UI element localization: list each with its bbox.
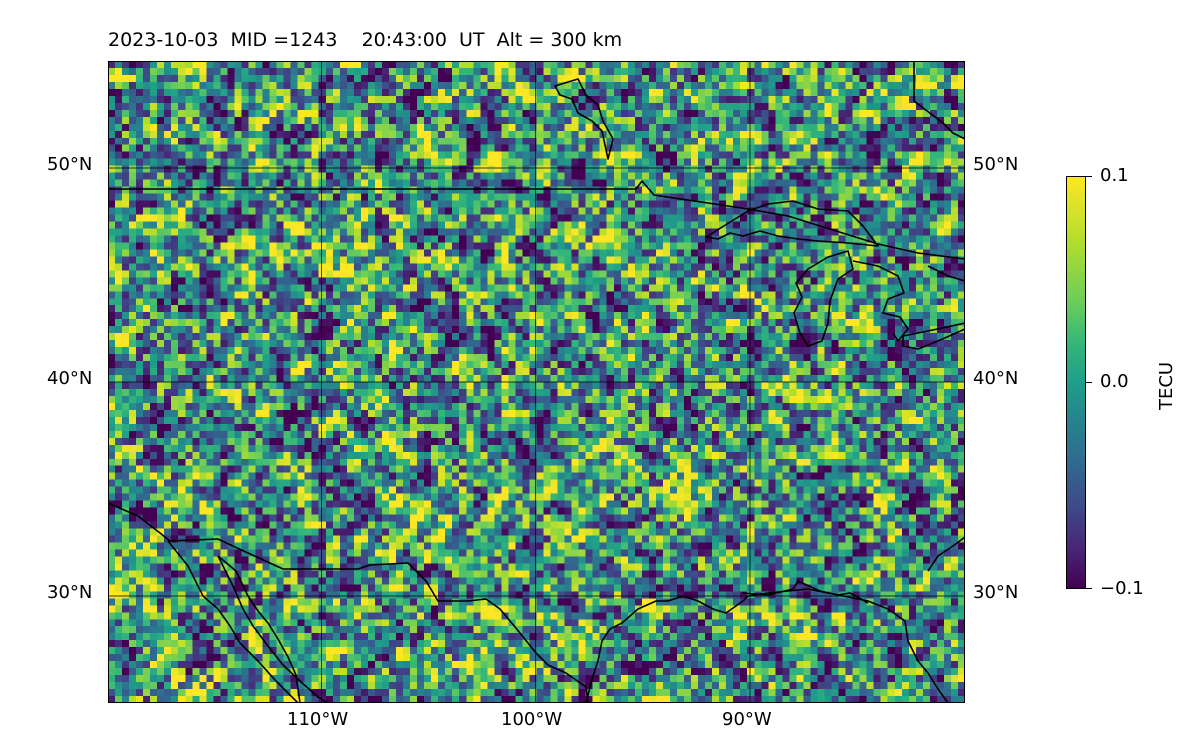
- lat-label-left-50: 50°N: [47, 154, 93, 175]
- colorbar-title: TECU: [1156, 361, 1177, 410]
- baja-coast: [217, 555, 301, 703]
- lat-label-right-30: 30°N: [973, 582, 1019, 603]
- sonora-coast: [167, 540, 299, 703]
- colorbar-tick-label-bottom: −0.1: [1100, 578, 1144, 599]
- colorbar: [1066, 176, 1086, 589]
- northern-island: [554, 78, 614, 160]
- lon-label-110w: 110°W: [287, 709, 349, 730]
- map-panel[interactable]: [108, 61, 965, 703]
- lon-label-90w: 90°W: [722, 709, 772, 730]
- colorbar-tick-label-mid: 0.0: [1100, 371, 1129, 392]
- coastlines-borders: [108, 61, 965, 703]
- lat-label-left-40: 40°N: [47, 368, 93, 389]
- canada-us-border: [108, 180, 965, 260]
- us-mexico-border: [108, 502, 589, 703]
- lake-erie: [902, 322, 965, 350]
- lat-label-left-30: 30°N: [47, 582, 93, 603]
- lake-superior: [705, 200, 879, 247]
- colorbar-tick-top: [1086, 176, 1092, 177]
- lake-huron: [852, 260, 909, 342]
- lake-michigan: [793, 250, 854, 347]
- florida-west: [927, 536, 965, 572]
- northeast-coast: [913, 61, 965, 140]
- lon-label-100w: 100°W: [501, 709, 563, 730]
- michigan-east: [927, 265, 965, 282]
- gulf-coast-mx: [217, 555, 329, 703]
- lat-label-right-50: 50°N: [973, 154, 1019, 175]
- gulf-coast-us: [585, 588, 949, 703]
- colorbar-tick-bottom: [1086, 588, 1092, 589]
- gulf-shore-bays: [741, 580, 869, 604]
- figure-title: 2023-10-03 MID =1243 20:43:00 UT Alt = 3…: [108, 29, 623, 51]
- map-overlay: [108, 61, 965, 703]
- lat-label-right-40: 40°N: [973, 368, 1019, 389]
- colorbar-tick-label-top: 0.1: [1100, 165, 1129, 186]
- colorbar-tick-mid: [1086, 382, 1092, 383]
- gridlines: [108, 61, 965, 703]
